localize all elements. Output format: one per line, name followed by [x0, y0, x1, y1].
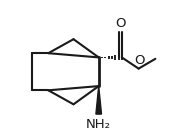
Text: O: O: [134, 54, 144, 67]
Text: NH₂: NH₂: [86, 118, 111, 131]
Text: O: O: [115, 17, 126, 30]
Polygon shape: [96, 86, 102, 114]
